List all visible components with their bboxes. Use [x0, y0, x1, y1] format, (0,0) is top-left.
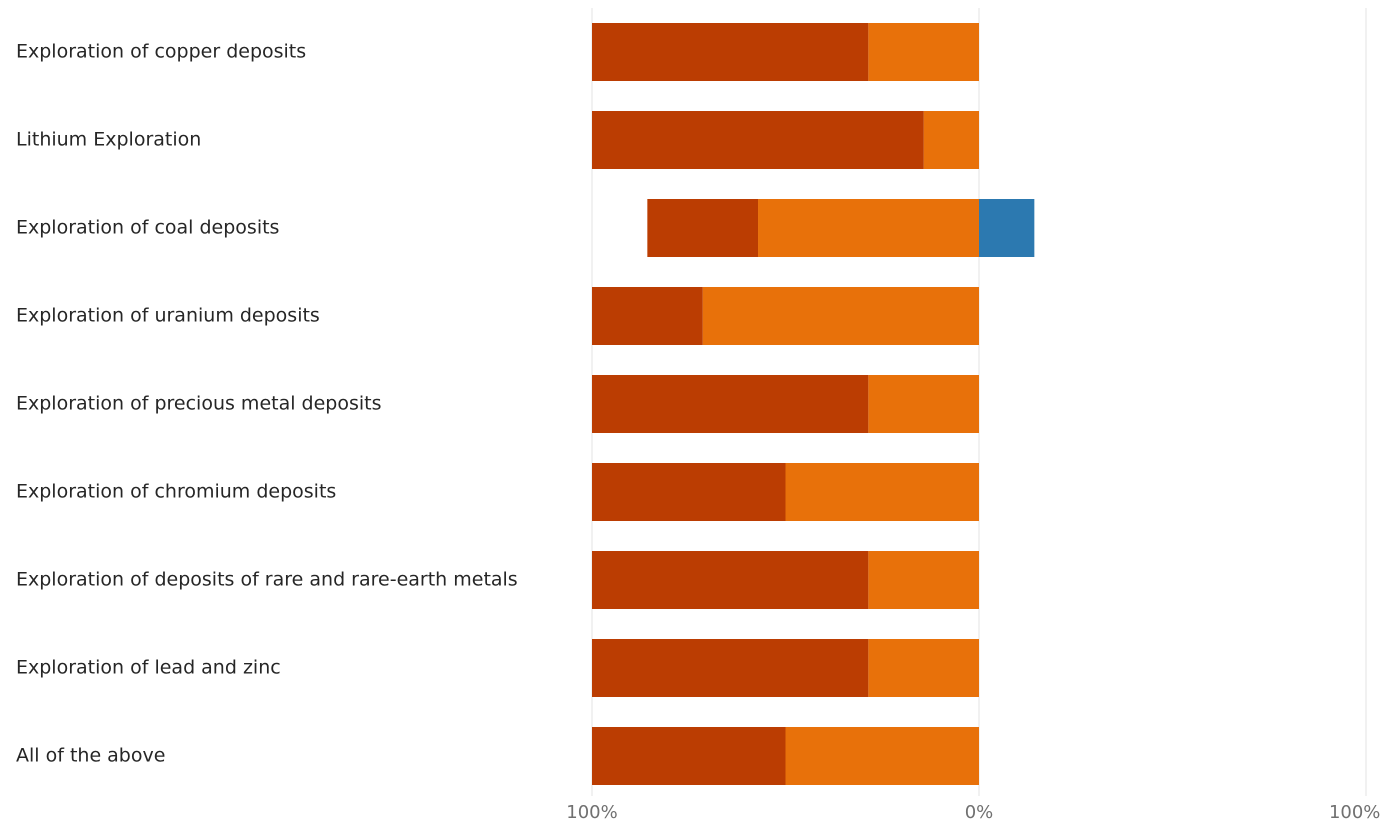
category-label: Exploration of precious metal deposits: [16, 392, 382, 415]
category-label: Exploration of deposits of rare and rare…: [16, 568, 518, 591]
bar-segment-row0-series1[interactable]: [592, 23, 869, 81]
bar-segment-row0-series0[interactable]: [868, 23, 979, 81]
bar-segment-row8-series1[interactable]: [592, 727, 786, 785]
bar-segment-row4-series1[interactable]: [592, 375, 869, 433]
bar-segment-row2-series1[interactable]: [647, 199, 759, 257]
bar-segment-row7-series0[interactable]: [868, 639, 979, 697]
bar-segment-row3-series1[interactable]: [592, 287, 703, 345]
bar-segment-row3-series0[interactable]: [702, 287, 979, 345]
bar-segment-row7-series1[interactable]: [592, 639, 869, 697]
category-label: Lithium Exploration: [16, 128, 202, 151]
x-tick-label-0: 100%: [566, 802, 618, 823]
bar-segment-row4-series0[interactable]: [868, 375, 979, 433]
category-label: Exploration of lead and zinc: [16, 656, 281, 679]
category-label: Exploration of copper deposits: [16, 40, 307, 63]
category-label: All of the above: [16, 744, 166, 767]
x-tick-label-1: 0%: [964, 802, 994, 823]
bar-segment-row2-series2[interactable]: [979, 199, 1035, 257]
x-tick-label-2: 100%: [1328, 802, 1381, 823]
category-label: Exploration of uranium deposits: [16, 304, 320, 327]
bar-segment-row6-series1[interactable]: [592, 551, 869, 609]
bar-segment-row5-series1[interactable]: [592, 463, 786, 521]
bar-segment-row1-series0[interactable]: [923, 111, 979, 169]
bar-segment-row8-series0[interactable]: [785, 727, 980, 785]
bar-segment-row1-series1[interactable]: [592, 111, 924, 169]
bar-segment-row6-series0[interactable]: [868, 551, 979, 609]
bar-segment-row2-series0[interactable]: [758, 199, 979, 257]
category-label: Exploration of chromium deposits: [16, 480, 337, 503]
bar-segment-row5-series0[interactable]: [785, 463, 980, 521]
category-label: Exploration of coal deposits: [16, 216, 280, 239]
